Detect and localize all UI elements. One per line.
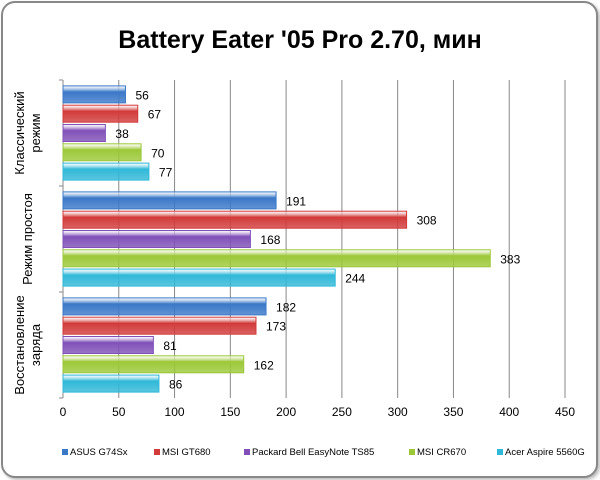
- x-tick-label: 350: [443, 405, 463, 419]
- bar: [62, 374, 160, 393]
- legend-label: Packard Bell EasyNote TS85: [252, 447, 374, 458]
- data-label: 168: [260, 233, 280, 247]
- data-label: 308: [417, 214, 437, 228]
- legend-label: Acer Aspire 5560G: [505, 447, 585, 458]
- x-tick-label: 100: [165, 405, 185, 419]
- legend-label: MSI CR670: [417, 447, 466, 458]
- legend-swatch: [497, 449, 503, 455]
- data-label: 86: [169, 378, 183, 392]
- x-tick-label: 150: [220, 405, 240, 419]
- data-label: 182: [276, 300, 296, 314]
- x-tick-label: 200: [276, 405, 296, 419]
- data-label: 67: [148, 108, 162, 122]
- bar: [62, 297, 267, 316]
- legend-swatch: [409, 449, 415, 455]
- bar: [62, 230, 251, 248]
- data-label: 383: [500, 252, 520, 266]
- x-tick-label: 0: [60, 405, 67, 419]
- data-label: 38: [115, 127, 129, 141]
- x-tick-label: 400: [499, 405, 519, 419]
- category-label: Восстановление: [12, 295, 27, 394]
- bar: [62, 143, 142, 162]
- data-label: 77: [159, 166, 173, 180]
- data-label: 162: [254, 358, 274, 372]
- category-label: Классический: [12, 91, 27, 174]
- bar: [62, 268, 336, 287]
- x-tick-label: 250: [332, 405, 352, 419]
- chart-title: Battery Eater '05 Pro 2.70, мин: [118, 26, 481, 54]
- bar: [62, 316, 257, 335]
- x-tick-label: 50: [112, 405, 126, 419]
- bar: [62, 210, 408, 229]
- category-label: Режим простоя: [20, 193, 35, 285]
- legend-swatch: [244, 449, 250, 455]
- bar: [62, 104, 139, 123]
- bar: [62, 249, 491, 268]
- x-tick-label: 300: [388, 405, 408, 419]
- data-label: 56: [135, 88, 149, 102]
- bar: [62, 162, 150, 181]
- category-label: режим: [28, 113, 43, 152]
- bar: [62, 85, 126, 104]
- legend-swatch: [62, 449, 68, 455]
- data-label: 173: [266, 320, 286, 334]
- legend-label: ASUS G74Sx: [70, 447, 128, 458]
- x-tick-label: 450: [555, 405, 575, 419]
- bar: [62, 355, 245, 374]
- bar: [62, 336, 154, 354]
- legend-label: MSI GT680: [162, 447, 211, 458]
- data-label: 70: [151, 146, 165, 160]
- legend-swatch: [154, 449, 160, 455]
- data-label: 191: [286, 194, 306, 208]
- data-label: 81: [163, 339, 177, 353]
- bar: [62, 124, 106, 142]
- data-label: 244: [345, 272, 365, 286]
- category-label: заряда: [28, 323, 43, 366]
- bar: [62, 191, 277, 210]
